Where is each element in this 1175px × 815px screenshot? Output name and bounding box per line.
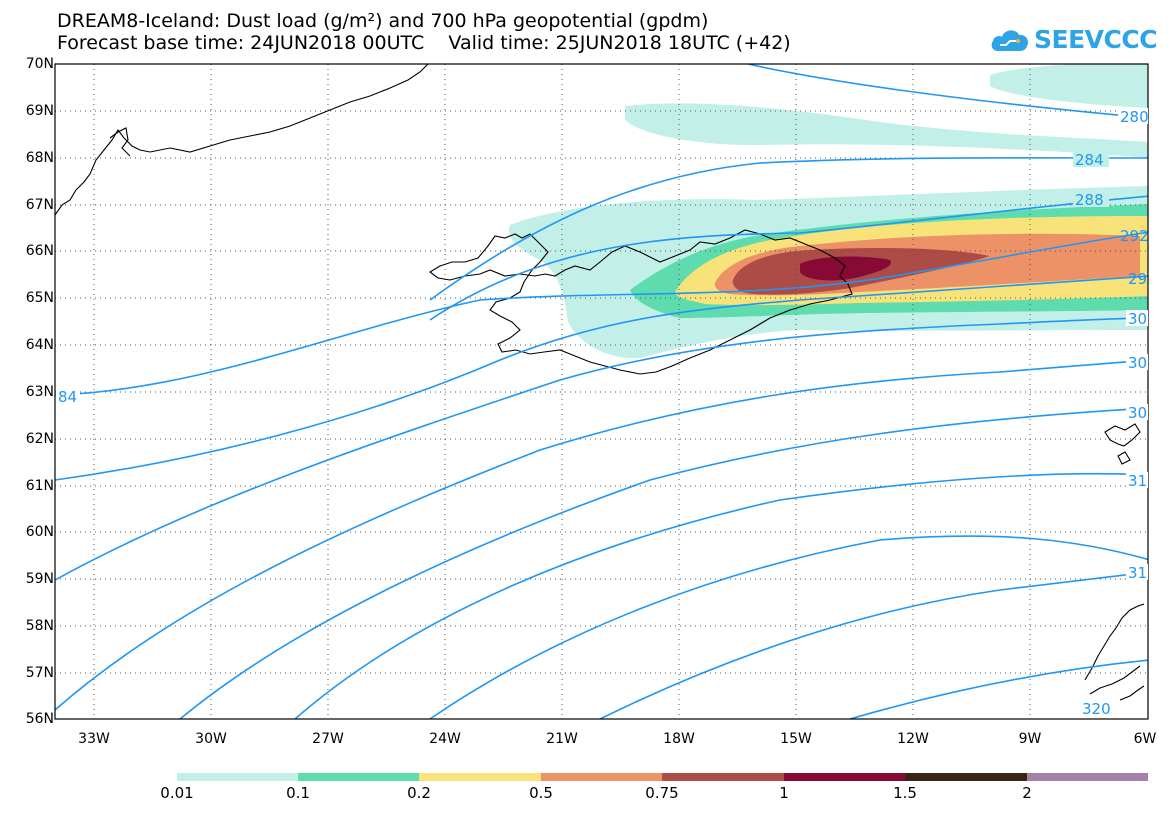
contour-label-304: 30 <box>1128 354 1147 372</box>
contour-280 <box>747 64 1148 119</box>
dust-band-1 <box>800 256 891 281</box>
contour-label-296: 29 <box>1128 270 1147 288</box>
lat-label: 70N <box>25 56 54 72</box>
geopotential-contours <box>55 64 1148 719</box>
colorbar-label: 1.5 <box>893 784 917 802</box>
lon-label: 9W <box>1018 731 1042 747</box>
lon-label: 12W <box>897 731 929 747</box>
seevccc-logo: SEEVCCC <box>990 17 1158 61</box>
colorbar-label: 0.1 <box>286 784 310 802</box>
colorbar-swatch-2 <box>298 773 419 781</box>
contour-308 <box>179 407 1148 719</box>
lon-label: 6W <box>1133 731 1157 747</box>
colorbar <box>177 773 1148 781</box>
lat-label: 56N <box>25 711 54 727</box>
contour-label-316: 31 <box>1128 564 1147 582</box>
lat-label: 65N <box>25 290 54 306</box>
contour-label-284: 284 <box>1075 151 1104 169</box>
contour-296 <box>55 275 1148 481</box>
dust-load-field <box>509 64 1148 359</box>
lat-label: 64N <box>25 337 54 353</box>
lat-label: 63N <box>25 384 54 400</box>
greenland-coast-2 <box>109 127 131 157</box>
colorbar-label: 1 <box>779 784 789 802</box>
contour-316 <box>429 535 1148 719</box>
contour-label-284-west: 84 <box>58 388 77 406</box>
lon-label: 21W <box>546 731 578 747</box>
lat-label: 59N <box>25 571 54 587</box>
dust-band-001 <box>990 64 1148 108</box>
contour-312 <box>294 472 1148 719</box>
lat-label: 69N <box>25 103 54 119</box>
lat-label: 60N <box>25 524 54 540</box>
lat-label: 67N <box>25 197 54 213</box>
map-frame <box>54 63 1149 720</box>
colorbar-swatch-3 <box>419 773 541 781</box>
graticule <box>55 64 1148 719</box>
lon-label: 18W <box>663 731 695 747</box>
lon-label: 24W <box>429 731 461 747</box>
contour-label-300: 30 <box>1128 310 1147 328</box>
contour-label-280: 280 <box>1120 108 1149 126</box>
lon-label: 33W <box>78 731 110 747</box>
map-subtitle: Forecast base time: 24JUN2018 00UTC Vali… <box>57 32 791 54</box>
dust-band-001-north <box>625 103 1148 158</box>
logo-text: SEEVCCC <box>1034 24 1158 54</box>
contour-288 <box>429 195 1148 321</box>
colorbar-swatch-7 <box>905 773 1027 781</box>
colorbar-swatch-8 <box>1027 773 1148 781</box>
cloud-icon <box>991 30 1029 51</box>
coastlines <box>55 64 1145 701</box>
colorbar-label: 2 <box>1022 784 1032 802</box>
colorbar-swatch-5 <box>662 773 784 781</box>
contour-label-312: 31 <box>1128 472 1147 490</box>
contour-label-292: 292 <box>1120 227 1149 245</box>
colorbar-label: 0.2 <box>407 784 431 802</box>
lat-label: 57N <box>25 665 54 681</box>
contour-304 <box>55 359 1148 711</box>
contour-316b <box>599 571 1148 719</box>
lon-label: 15W <box>780 731 812 747</box>
scotland-coast <box>1104 423 1141 465</box>
contour-label-308: 30 <box>1128 404 1147 422</box>
contour-284 <box>429 156 1148 301</box>
lat-label: 62N <box>25 431 54 447</box>
lon-label: 27W <box>312 731 344 747</box>
lon-label: 30W <box>195 731 227 747</box>
map-title: DREAM8-Iceland: Dust load (g/m²) and 700… <box>57 10 709 32</box>
colorbar-label: 0.75 <box>645 784 679 802</box>
colorbar-swatch-6 <box>784 773 905 781</box>
contour-label-320: 320 <box>1082 700 1111 718</box>
contour-320 <box>849 659 1148 719</box>
iceland-coast <box>429 229 853 375</box>
greenland-coast <box>55 64 429 216</box>
colorbar-swatch-4 <box>541 773 662 781</box>
lat-label: 58N <box>25 618 54 634</box>
colorbar-label: 0.01 <box>160 784 194 802</box>
lat-label: 61N <box>25 478 54 494</box>
colorbar-label: 0.5 <box>529 784 553 802</box>
contour-292 <box>55 231 1148 396</box>
colorbar-swatch-1 <box>177 773 298 781</box>
contour-300 <box>55 317 1148 581</box>
contour-label-288: 288 <box>1075 191 1104 209</box>
lat-label: 66N <box>25 243 54 259</box>
norway-coast <box>1084 603 1145 701</box>
lat-label: 68N <box>25 150 54 166</box>
